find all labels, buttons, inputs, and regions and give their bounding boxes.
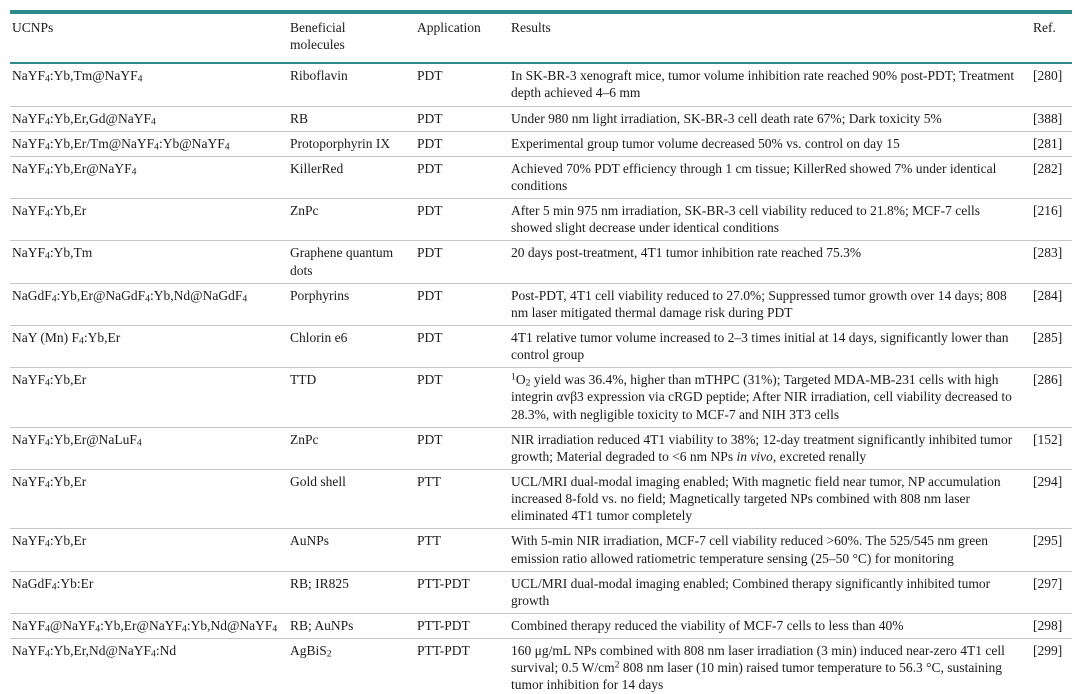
application-cell: PDT: [415, 63, 509, 107]
results-cell: 1O2 yield was 36.4%, higher than mTHPC (…: [509, 367, 1031, 428]
ucnp-cell: NaYF4:Yb,Tm@NaYF4: [10, 63, 288, 107]
ref-cell: [280]: [1031, 63, 1072, 107]
results-cell: Under 980 nm light irradiation, SK-BR-3 …: [509, 106, 1031, 132]
results-cell: With 5-min NIR irradiation, MCF-7 cell v…: [509, 528, 1031, 572]
molecule-cell: RB: [288, 106, 415, 132]
ucnp-cell: NaYF4:Yb,Tm: [10, 240, 288, 284]
ref-cell: [152]: [1031, 427, 1072, 470]
ref-cell: [283]: [1031, 240, 1072, 284]
application-cell: PDT: [415, 325, 509, 369]
application-cell: PDT: [415, 131, 509, 157]
results-cell: Experimental group tumor volume decrease…: [509, 131, 1031, 157]
application-cell: PDT: [415, 367, 509, 428]
table-row: NaYF4:Yb,Er,Gd@NaYF4 RB PDT Under 980 nm…: [10, 106, 1072, 132]
application-cell: PTT-PDT: [417, 643, 470, 659]
molecule-cell: AuNPs: [288, 528, 415, 572]
col-header-results: Results: [509, 12, 1031, 65]
header-row: UCNPs Beneficial molecules Application R…: [10, 12, 1072, 65]
application-cell: PTT: [415, 469, 509, 530]
table-row: NaYF4:Yb,Er ZnPc PDT After 5 min 975 nm …: [10, 198, 1072, 242]
ucnp-cell: NaYF4:Yb,Er,Nd@NaYF4:Nd: [12, 643, 177, 660]
molecule-cell: Protoporphyrin IX: [288, 131, 415, 157]
col-header-ucnps: UCNPs: [10, 12, 288, 65]
application-cell: PDT: [415, 106, 509, 132]
table-row: NaYF4:Yb,Tm@NaYF4 Riboflavin PDT In SK-B…: [10, 63, 1072, 107]
ucnp-therapy-table: UCNPs Beneficial molecules Application R…: [10, 10, 1072, 694]
ref-cell: [282]: [1031, 156, 1072, 200]
results-cell: Achieved 70% PDT efficiency through 1 cm…: [509, 156, 1031, 200]
ucnp-cell: NaYF4:Yb,Er,Gd@NaYF4: [10, 106, 288, 132]
ucnp-cell: NaYF4:Yb,Er@NaLuF4: [10, 427, 288, 470]
results-cell: In SK-BR-3 xenograft mice, tumor volume …: [509, 63, 1031, 107]
molecule-cell: ZnPc: [288, 198, 415, 242]
molecule-cell: ZnPc: [288, 427, 415, 470]
molecule-cell: RB; IR825: [288, 571, 415, 614]
ref-cell: [285]: [1031, 325, 1072, 369]
molecule-cell: Chlorin e6: [288, 325, 415, 369]
application-cell: PTT: [415, 528, 509, 572]
ucnp-cell: NaYF4:Yb,Er: [10, 469, 288, 530]
table-row: NaYF4:Yb,Er TTD PDT 1O2 yield was 36.4%,…: [10, 367, 1072, 428]
molecule-cell: Porphyrins: [288, 283, 415, 326]
ref-cell: [286]: [1031, 367, 1072, 428]
ucnp-cell: NaGdF4:Yb,Er@NaGdF4:Yb,Nd@NaGdF4: [10, 283, 288, 326]
table-row: NaYF4:Yb,Er/Tm@NaYF4:Yb@NaYF4 Protoporph…: [10, 131, 1072, 157]
molecule-cell: Riboflavin: [288, 63, 415, 107]
table-row: NaYF4:Yb,Er AuNPs PTT With 5-min NIR irr…: [10, 528, 1072, 572]
molecule-cell: KillerRed: [288, 156, 415, 200]
results-cell: NIR irradiation reduced 4T1 viability to…: [509, 427, 1031, 470]
table-row: NaYF4@NaYF4:Yb,Er@NaYF4:Yb,Nd@NaYF4 RB; …: [10, 613, 1072, 640]
ref-cell: [284]: [1031, 283, 1072, 326]
col-header-application: Application: [415, 12, 509, 65]
results-cell: Post-PDT, 4T1 cell viability reduced to …: [509, 283, 1031, 326]
table-row: NaGdF4:Yb,Er@NaGdF4:Yb,Nd@NaGdF4 Porphyr…: [10, 283, 1072, 326]
table-row: NaY (Mn) F4:Yb,Er Chlorin e6 PDT 4T1 rel…: [10, 325, 1072, 369]
col-header-ref: Ref.: [1031, 12, 1072, 65]
results-cell: Combined therapy reduced the viability o…: [509, 613, 1031, 640]
ucnp-cell: NaYF4:Yb,Er@NaYF4: [10, 156, 288, 200]
molecule-cell: TTD: [288, 367, 415, 428]
table-row: NaYF4:Yb,Er Gold shell PTT UCL/MRI dual-…: [10, 469, 1072, 530]
ref-cell: [297]: [1031, 571, 1072, 614]
ref-cell: [299]: [1033, 643, 1063, 659]
application-cell: PDT: [415, 427, 509, 470]
ref-cell: [294]: [1031, 469, 1072, 530]
molecule-cell: Graphene quantum dots: [288, 240, 415, 284]
ucnp-cell: NaYF4@NaYF4:Yb,Er@NaYF4:Yb,Nd@NaYF4: [10, 613, 288, 640]
ucnp-cell: NaYF4:Yb,Er: [10, 528, 288, 572]
results-cell: 4T1 relative tumor volume increased to 2…: [509, 325, 1031, 369]
ref-cell: [295]: [1031, 528, 1072, 572]
ucnp-cell: NaY (Mn) F4:Yb,Er: [10, 325, 288, 369]
ref-cell: [281]: [1031, 131, 1072, 157]
ucnp-cell: NaGdF4:Yb:Er: [10, 571, 288, 614]
col-header-beneficial-molecules: Beneficial molecules: [288, 12, 415, 65]
application-cell: PDT: [415, 156, 509, 200]
table-row: NaYF4:Yb,Er@NaLuF4 ZnPc PDT NIR irradiat…: [10, 427, 1072, 470]
molecule-cell: RB; AuNPs: [288, 613, 415, 640]
results-cell: After 5 min 975 nm irradiation, SK-BR-3 …: [509, 198, 1031, 242]
ref-cell: [388]: [1031, 106, 1072, 132]
table-row: NaYF4:Yb,Tm Graphene quantum dots PDT 20…: [10, 240, 1072, 284]
results-cell: 20 days post-treatment, 4T1 tumor inhibi…: [509, 240, 1031, 284]
table-row: NaGdF4:Yb:Er RB; IR825 PTT-PDT UCL/MRI d…: [10, 571, 1072, 614]
molecule-cell: AgBiS2: [290, 643, 332, 660]
application-cell: PTT-PDT: [415, 571, 509, 614]
table-row: NaYF4:Yb,Er@NaYF4 KillerRed PDT Achieved…: [10, 156, 1072, 200]
application-cell: PDT: [415, 240, 509, 284]
ucnp-cell: NaYF4:Yb,Er/Tm@NaYF4:Yb@NaYF4: [10, 131, 288, 157]
results-cell: UCL/MRI dual-modal imaging enabled; With…: [509, 469, 1031, 530]
results-cell: 160 μg/mL NPs combined with 808 nm laser…: [511, 643, 1005, 693]
application-cell: PTT-PDT: [415, 613, 509, 640]
application-cell: PDT: [415, 283, 509, 326]
application-cell: PDT: [415, 198, 509, 242]
ref-cell: [216]: [1031, 198, 1072, 242]
ucnp-cell: NaYF4:Yb,Er: [10, 367, 288, 428]
ucnp-cell: NaYF4:Yb,Er: [10, 198, 288, 242]
table-row: NaYF4:Yb,Er,Nd@NaYF4:Nd AgBiS2 PTT-PDT 1…: [10, 639, 1072, 694]
ref-cell: [298]: [1031, 613, 1072, 640]
results-cell: UCL/MRI dual-modal imaging enabled; Comb…: [509, 571, 1031, 614]
table-body: NaYF4:Yb,Tm@NaYF4 Riboflavin PDT In SK-B…: [10, 63, 1072, 694]
molecule-cell: Gold shell: [288, 469, 415, 530]
